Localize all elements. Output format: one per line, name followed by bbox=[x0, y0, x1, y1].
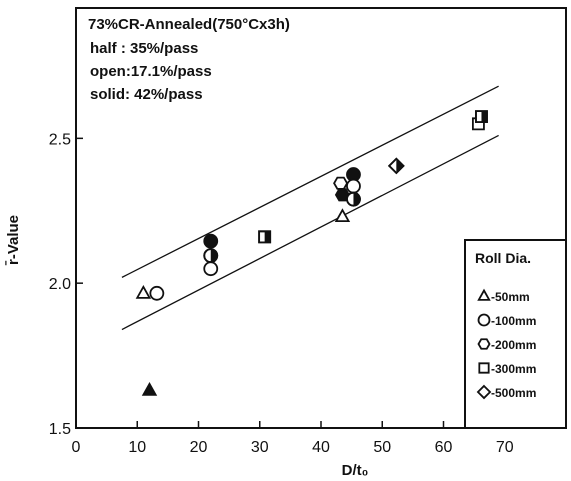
data-point-circle bbox=[346, 178, 361, 194]
band-lines bbox=[121, 85, 499, 331]
data-point-circle bbox=[203, 233, 219, 249]
legend: Roll Dia. -50mm -100mm -200mm -300mm -500mm bbox=[464, 239, 567, 429]
legend-marker-hexagon bbox=[477, 338, 491, 350]
legend-label: -50mm bbox=[491, 290, 530, 304]
legend-marker-square bbox=[478, 362, 490, 374]
data-point-circle bbox=[203, 248, 219, 264]
legend-label: -100mm bbox=[491, 314, 536, 328]
annotation-open: open:17.1%/pass bbox=[90, 63, 212, 80]
data-point-triangle bbox=[135, 284, 152, 299]
x-tick-label: 30 bbox=[251, 439, 269, 456]
x-tick-label: 20 bbox=[190, 439, 208, 456]
legend-marker-circle bbox=[477, 313, 491, 327]
y-tick-label: 2.5 bbox=[49, 131, 71, 148]
data-point-circle bbox=[203, 261, 219, 277]
legend-title: Roll Dia. bbox=[475, 250, 531, 266]
data-points bbox=[135, 110, 488, 396]
x-tick-label: 0 bbox=[72, 439, 81, 456]
data-point-circle bbox=[149, 285, 165, 301]
data-point-square bbox=[258, 230, 272, 244]
legend-marker-diamond bbox=[476, 384, 492, 400]
x-tick-label: 70 bbox=[496, 439, 514, 456]
data-point-triangle bbox=[141, 382, 158, 396]
x-tick-label: 10 bbox=[128, 439, 146, 456]
legend-marker-triangle bbox=[477, 288, 491, 301]
annotation-title: 73%CR-Annealed(750°Cx3h) bbox=[88, 16, 290, 33]
lower-band-line bbox=[121, 134, 499, 331]
legend-label: -500mm bbox=[491, 386, 536, 400]
y-tick-label: 1.5 bbox=[49, 421, 71, 438]
axis-ticks: 0 10 20 30 40 50 60 70 1.5 2.0 2.5 bbox=[49, 131, 514, 456]
annotation-solid: solid: 42%/pass bbox=[90, 86, 203, 103]
x-tick-label: 60 bbox=[435, 439, 453, 456]
y-axis-label: r̄-Value bbox=[4, 215, 22, 266]
x-tick-label: 50 bbox=[373, 439, 391, 456]
data-point-triangle bbox=[334, 208, 351, 223]
x-tick-label: 40 bbox=[312, 439, 330, 456]
x-axis-label: D/t₀ bbox=[342, 462, 369, 479]
annotation-half: half : 35%/pass bbox=[90, 40, 198, 57]
legend-label: -200mm bbox=[491, 338, 536, 352]
data-point-circle bbox=[346, 191, 361, 207]
data-point-hexagon bbox=[333, 176, 349, 190]
y-tick-label: 2.0 bbox=[49, 276, 71, 293]
legend-items: -50mm -100mm -200mm -300mm -500mm bbox=[476, 288, 536, 400]
data-point-square bbox=[475, 110, 488, 124]
data-point-diamond bbox=[387, 157, 405, 175]
upper-band-line bbox=[121, 85, 499, 278]
legend-label: -300mm bbox=[491, 362, 536, 376]
data-point-hexagon bbox=[334, 188, 350, 202]
